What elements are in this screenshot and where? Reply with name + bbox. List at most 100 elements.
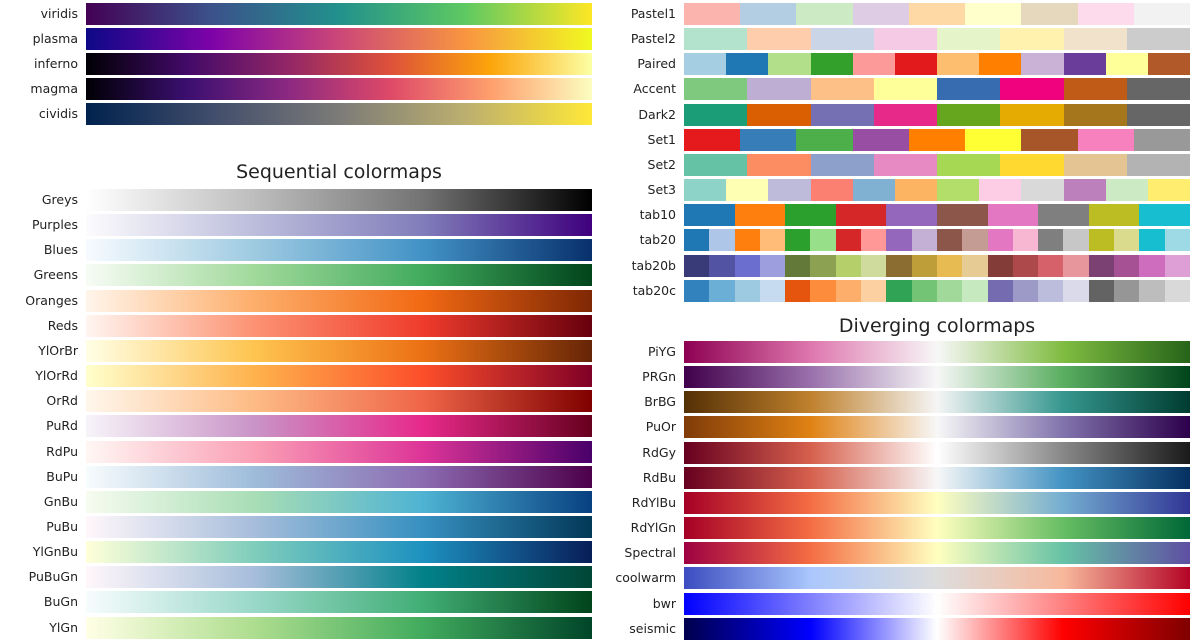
colormap-label: cividis [38,106,78,121]
colormap-row-bwr: bwr [600,592,1190,615]
colormap-label: Reds [47,317,78,333]
color-swatch [734,279,760,302]
color-swatch [1133,128,1190,151]
colormap-bar [86,415,592,438]
colormap-row-oranges: Oranges [0,289,592,312]
color-swatch [684,53,727,76]
colormap-row-viridis: viridis [0,3,592,25]
color-swatch [965,3,1022,25]
color-swatch [852,3,909,25]
color-swatch [1105,53,1148,76]
colormap-label: Spectral [624,545,676,561]
colormap-row-greys: Greys [0,189,592,211]
colormap-label: viridis [40,6,78,21]
colormap-label: RdBu [642,469,676,485]
color-swatch [709,229,735,252]
color-swatch [810,279,836,302]
color-swatch [1063,229,1089,252]
colormap-row-bupu: BuPu [0,465,592,488]
colormap-label: Oranges [25,292,78,308]
color-swatch [1063,103,1127,126]
color-swatch [1088,279,1115,302]
color-swatch [979,53,1022,76]
colormap-label: Blues [43,242,78,258]
color-swatch [1088,254,1115,277]
color-swatch [1077,3,1134,25]
color-swatch [684,279,710,302]
color-swatch [1126,28,1190,51]
colormap-row-ylgnbu: YlGnBu [0,541,592,564]
color-swatch [908,3,966,25]
color-swatch [1012,279,1039,302]
colormap-bar [684,229,1190,252]
colormap-row-purples: Purples [0,214,592,237]
colormap-label: tab20c [632,282,676,298]
color-swatch [810,103,874,126]
color-swatch [1063,279,1089,302]
color-swatch [768,179,811,202]
color-swatch [734,229,760,252]
color-swatch [684,254,710,277]
color-swatch [810,153,874,176]
color-swatch [684,3,741,25]
colormap-bar [684,416,1190,439]
color-swatch [1012,229,1039,252]
colormap-bar [684,3,1190,25]
color-swatch [908,128,966,151]
color-swatch [1139,279,1165,302]
colormap-label: tab10 [639,207,676,223]
colormap-label: RdPu [46,443,78,459]
colormap-label: Paired [637,56,676,72]
colormap-bar [86,465,592,488]
color-swatch [873,103,937,126]
color-swatch [734,254,760,277]
colormap-row-tab20c: tab20c [600,279,1190,302]
color-swatch [962,254,988,277]
color-swatch [937,28,1001,51]
color-swatch [709,279,735,302]
color-swatch [810,254,836,277]
colormap-row-tab20: tab20 [600,229,1190,252]
colormap-bar [684,592,1190,615]
colormap-row-magma: magma [0,78,592,100]
colormap-bar [86,289,592,312]
colormap-label: Accent [633,81,676,97]
color-swatch [747,78,811,101]
color-swatch [1114,254,1140,277]
color-swatch [740,128,797,151]
color-swatch [1126,103,1190,126]
color-swatch [1114,279,1140,302]
colormap-label: tab20b [631,257,676,273]
color-swatch [785,229,811,252]
colormap-bar [684,204,1190,227]
colormap-bar [86,189,592,211]
diverging-section-title: Diverging colormaps [838,315,1036,337]
color-swatch [684,78,748,101]
colormap-row-blues: Blues [0,239,592,262]
color-swatch [1021,179,1064,202]
color-swatch [965,128,1022,151]
colormap-row-pubugn: PuBuGn [0,566,592,589]
color-swatch [894,179,938,202]
color-swatch [835,229,862,252]
colormap-row-brbg: BrBG [600,391,1190,414]
colormap-label: inferno [34,56,78,71]
colormap-row-ylorbr: YlOrBr [0,339,592,362]
color-swatch [937,78,1001,101]
colormap-label: RdYlBu [631,494,676,510]
color-swatch [796,3,853,25]
colormap-label: Purples [32,217,78,233]
colormap-row-set2: Set2 [600,153,1190,176]
color-swatch [1038,229,1064,252]
color-swatch [1147,179,1191,202]
colormap-bar [684,517,1190,540]
color-swatch [1077,128,1134,151]
colormap-row-rdylbu: RdYlBu [600,491,1190,514]
colormap-row-prgn: PRGn [600,366,1190,389]
color-swatch [835,204,887,227]
color-swatch [886,279,912,302]
color-swatch [979,179,1022,202]
color-swatch [1021,128,1078,151]
color-swatch [1164,229,1190,252]
color-swatch [810,179,853,202]
